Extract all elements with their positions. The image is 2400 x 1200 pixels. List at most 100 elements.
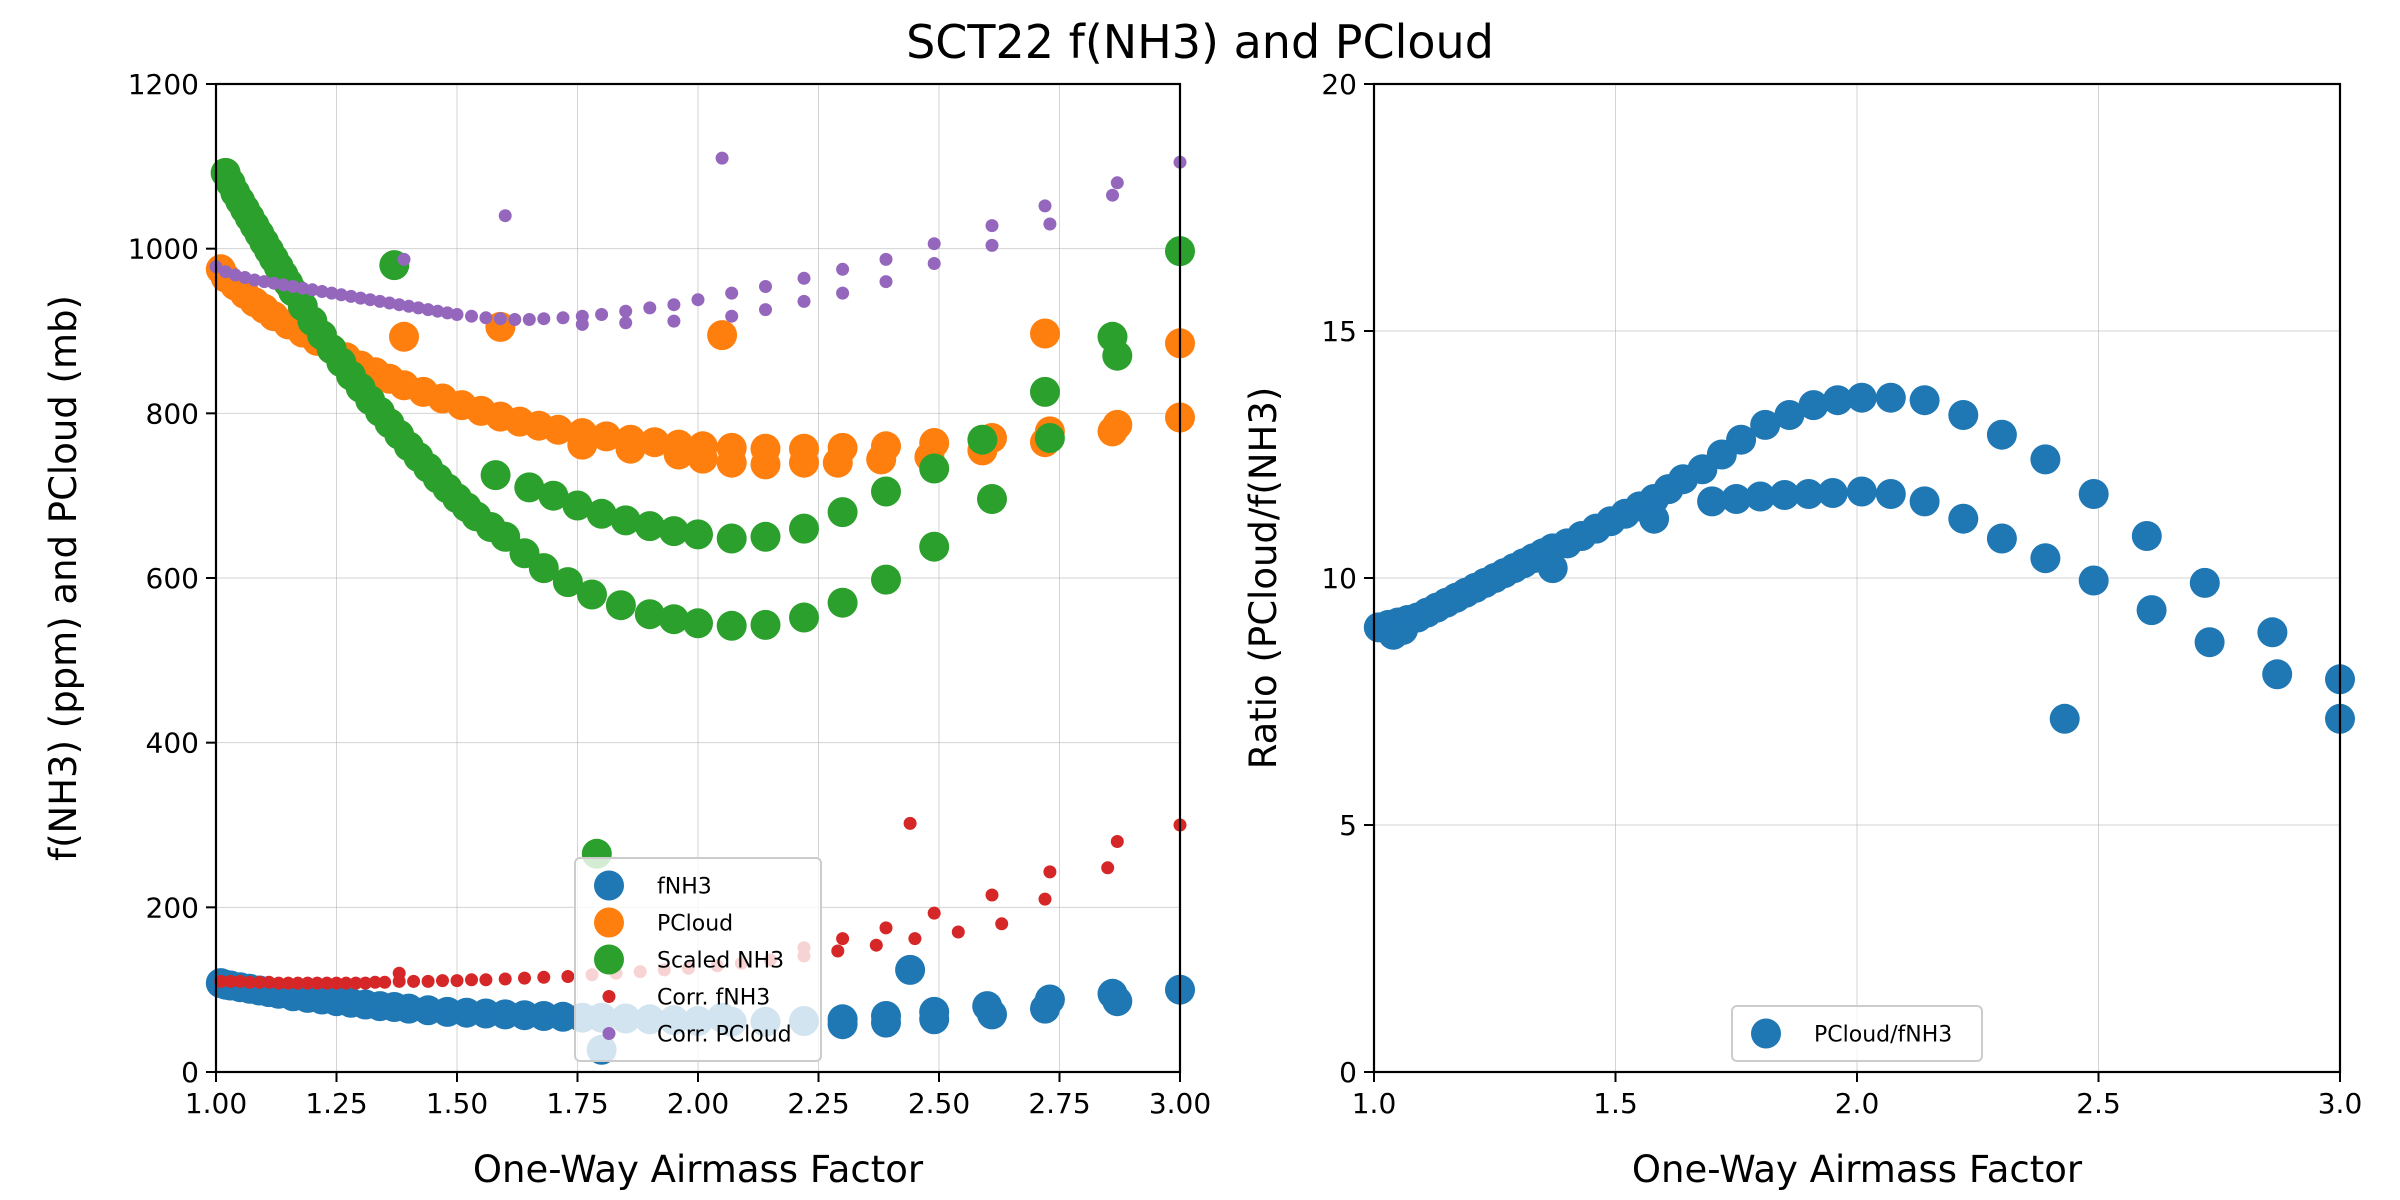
data-point: [634, 599, 665, 630]
data-point: [1909, 486, 1940, 517]
data-point: [789, 447, 819, 478]
data-point: [1822, 385, 1853, 416]
data-point: [871, 1007, 901, 1038]
data-point: [927, 237, 941, 251]
data-point: [658, 516, 689, 547]
data-point: [1030, 993, 1060, 1024]
data-point: [595, 308, 609, 321]
data-point: [358, 976, 372, 990]
data-point: [610, 505, 641, 536]
data-point: [2136, 595, 2167, 626]
data-point: [262, 975, 276, 989]
data-point: [243, 975, 257, 989]
data-point: [2030, 543, 2061, 574]
figure-title: SCT22 f(NH3) and PCloud: [906, 15, 1494, 69]
legend-marker: [602, 1027, 616, 1040]
data-point: [869, 938, 883, 952]
data-point: [1846, 476, 1877, 507]
series-pcloud-fnh3: [1363, 382, 2355, 734]
data-point: [537, 312, 551, 326]
data-point: [1030, 376, 1060, 407]
data-point: [605, 590, 636, 621]
x-tick-label: 3.0: [2318, 1087, 2363, 1120]
legend-label: Scaled NH3: [657, 949, 784, 974]
data-point: [528, 553, 559, 584]
data-point: [687, 443, 718, 474]
data-point: [552, 567, 583, 598]
data-point: [2078, 479, 2109, 509]
data-point: [2257, 617, 2288, 648]
data-point: [479, 311, 493, 325]
data-point: [977, 999, 1007, 1030]
left-legend: fNH3 PCloud Scaled NH3 Corr. fNH3 Corr. PClo…: [574, 857, 822, 1062]
data-point: [2194, 627, 2225, 658]
data-point: [591, 421, 622, 452]
data-point: [836, 262, 850, 276]
data-point: [797, 294, 811, 308]
data-point: [248, 273, 262, 287]
data-point: [619, 316, 633, 330]
data-point: [643, 301, 657, 315]
data-point: [2189, 567, 2220, 598]
data-point: [214, 974, 228, 988]
data-point: [1102, 986, 1133, 1017]
data-point: [1948, 503, 1979, 534]
x-tick-label: 1.0: [1352, 1087, 1397, 1120]
y-tick-label: 5: [1339, 809, 1357, 842]
data-point: [1110, 176, 1124, 190]
data-point: [296, 281, 310, 295]
data-point: [368, 975, 382, 989]
data-point: [291, 976, 305, 990]
data-point: [1793, 479, 1824, 509]
right-x-axis-label: One-Way Airmass Factor: [1632, 1148, 2083, 1191]
data-point: [951, 925, 965, 939]
data-point: [2049, 703, 2080, 734]
y-tick-label: 0: [1339, 1056, 1357, 1089]
data-point: [1697, 486, 1728, 517]
data-point: [707, 320, 738, 351]
legend-label: PCloud: [657, 912, 733, 937]
data-point: [831, 944, 845, 958]
data-point: [518, 971, 531, 985]
data-point: [879, 275, 893, 289]
data-point: [305, 283, 319, 297]
x-tick-label: 2.0: [1835, 1087, 1880, 1120]
data-point: [344, 289, 358, 303]
data-point: [1106, 188, 1119, 202]
data-point: [567, 429, 598, 460]
data-point: [480, 460, 511, 491]
data-point: [465, 309, 478, 323]
data-point: [985, 219, 999, 233]
data-point: [450, 974, 464, 988]
data-point: [1110, 835, 1124, 848]
y-tick-label: 0: [181, 1056, 199, 1089]
data-point: [272, 976, 286, 990]
data-point: [836, 932, 850, 946]
data-point: [392, 298, 406, 312]
data-point: [479, 973, 493, 987]
legend-label: fNH3: [657, 875, 712, 900]
legend-marker: [594, 907, 624, 938]
left-axis-ticks: 1.00 1.25 1.50 1.75 2.00 2.25 2.50 2.75 3.00 0 200…: [128, 68, 1211, 1120]
data-point: [389, 321, 419, 352]
x-tick-label: 1.25: [305, 1087, 367, 1120]
data-point: [1875, 382, 1906, 413]
legend-box: [1731, 1005, 1983, 1062]
data-point: [257, 275, 271, 289]
x-tick-label: 1.5: [1593, 1087, 1638, 1120]
data-point: [716, 523, 747, 554]
data-point: [879, 252, 893, 266]
data-point: [363, 293, 377, 307]
data-point: [252, 975, 266, 989]
x-tick-label: 2.50: [908, 1087, 970, 1120]
data-point: [716, 447, 747, 478]
data-point: [562, 490, 593, 521]
data-point: [903, 816, 917, 830]
data-point: [397, 252, 411, 266]
data-point: [411, 301, 425, 315]
data-point: [725, 286, 739, 300]
x-tick-label: 2.25: [787, 1087, 849, 1120]
data-point: [224, 974, 237, 988]
data-point: [827, 497, 858, 528]
data-point: [639, 427, 670, 458]
